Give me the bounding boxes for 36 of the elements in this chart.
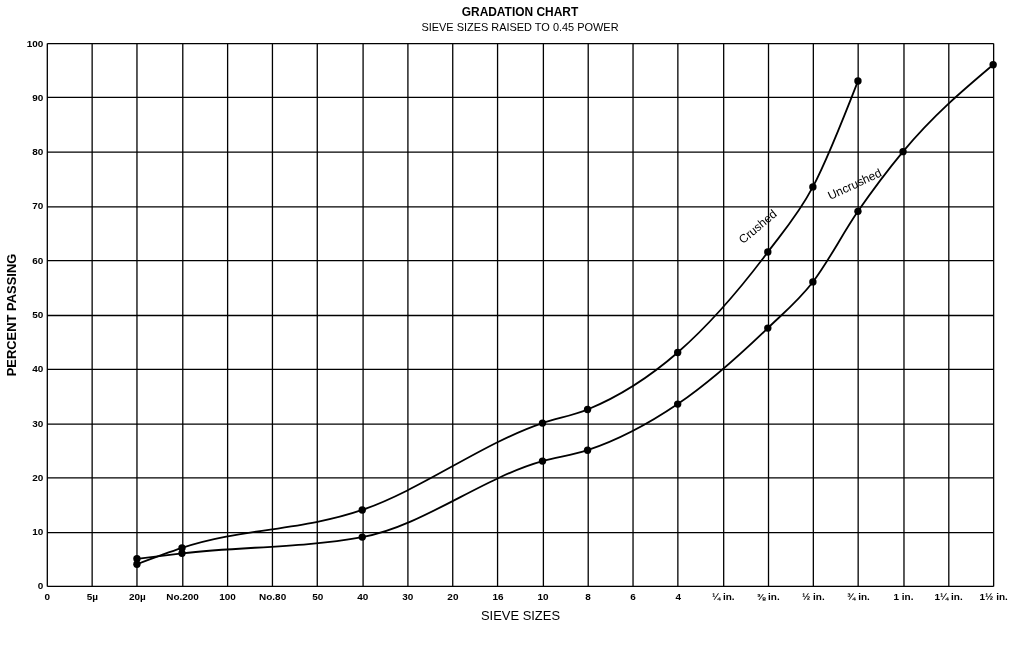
chart-subtitle: SIEVE SIZES RAISED TO 0.45 POWER [421,21,619,34]
x-tick-label: ⅜ in. [756,591,780,603]
y-tick-label: 50 [32,308,44,320]
x-tick-label: ¾ in. [847,591,871,603]
y-tick-label: 60 [32,254,44,266]
x-tick-label: 20 [447,591,459,603]
x-tick-label: 30 [402,591,414,603]
x-tick-label: 50 [312,591,324,603]
x-tick-label: 1½ in. [979,591,1008,603]
x-tick-label: 16 [492,591,504,603]
y-tick-label: 70 [32,200,44,212]
y-tick-label: 30 [32,417,44,429]
x-tick-label: 20µ [129,591,147,603]
y-tick-label: 10 [32,526,44,538]
x-axis-title: SIEVE SIZES [480,608,561,624]
x-tick-label: 1 in. [893,591,914,603]
x-tick-label: 40 [357,591,369,603]
x-tick-label: 4 [675,591,682,603]
x-tick-label: No.200 [166,591,200,603]
x-tick-label: 10 [537,591,549,603]
x-tick-label: 8 [585,591,592,603]
y-tick-label: 100 [26,37,44,49]
y-tick-label: 0 [37,580,44,592]
x-tick-label: 6 [630,591,637,603]
x-tick-label: No.80 [259,591,287,603]
x-tick-label: 100 [219,591,237,603]
x-tick-label: 5µ [86,591,99,603]
y-tick-label: 40 [32,363,44,375]
y-axis-title: PERCENT PASSING [3,253,19,377]
y-tick-label: 80 [32,146,44,158]
x-tick-label: ½ in. [802,591,825,603]
y-tick-label: 20 [32,471,44,483]
y-tick-label: 90 [32,91,44,103]
chart-title: GRADATION CHART [461,5,579,20]
x-tick-label: 1¼ in. [934,591,963,603]
x-tick-label: ¼ in. [711,591,735,603]
